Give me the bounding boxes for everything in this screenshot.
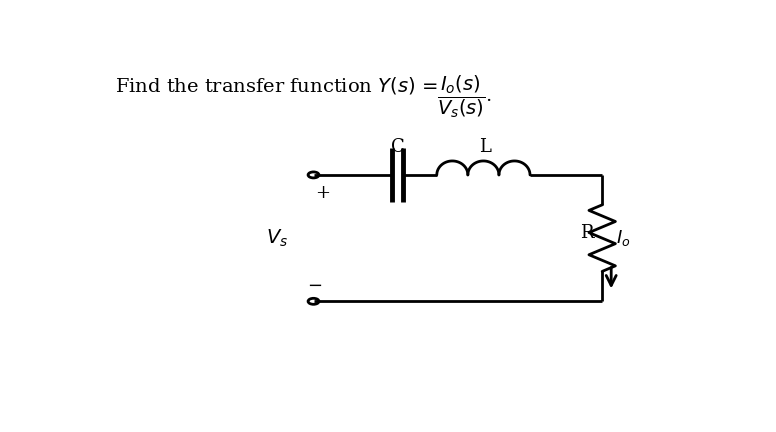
Text: $V_s$: $V_s$: [266, 228, 289, 249]
Text: L: L: [479, 138, 491, 156]
Text: −: −: [307, 277, 322, 295]
Text: C: C: [391, 138, 404, 156]
Text: Find the transfer function $Y(s)\,=$: Find the transfer function $Y(s)\,=$: [115, 75, 438, 96]
Text: +: +: [315, 184, 330, 202]
Text: R: R: [580, 224, 594, 242]
Text: $I_o$: $I_o$: [616, 228, 630, 248]
Text: $\dfrac{I_o(s)}{V_s(s)}$.: $\dfrac{I_o(s)}{V_s(s)}$.: [437, 73, 492, 120]
